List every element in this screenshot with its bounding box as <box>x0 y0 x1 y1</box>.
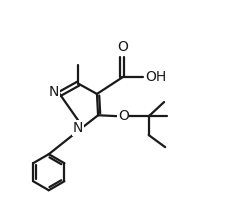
Text: N: N <box>49 85 59 99</box>
Text: OH: OH <box>145 70 166 84</box>
Text: N: N <box>73 121 83 135</box>
Text: O: O <box>117 40 128 54</box>
Text: O: O <box>118 109 129 123</box>
